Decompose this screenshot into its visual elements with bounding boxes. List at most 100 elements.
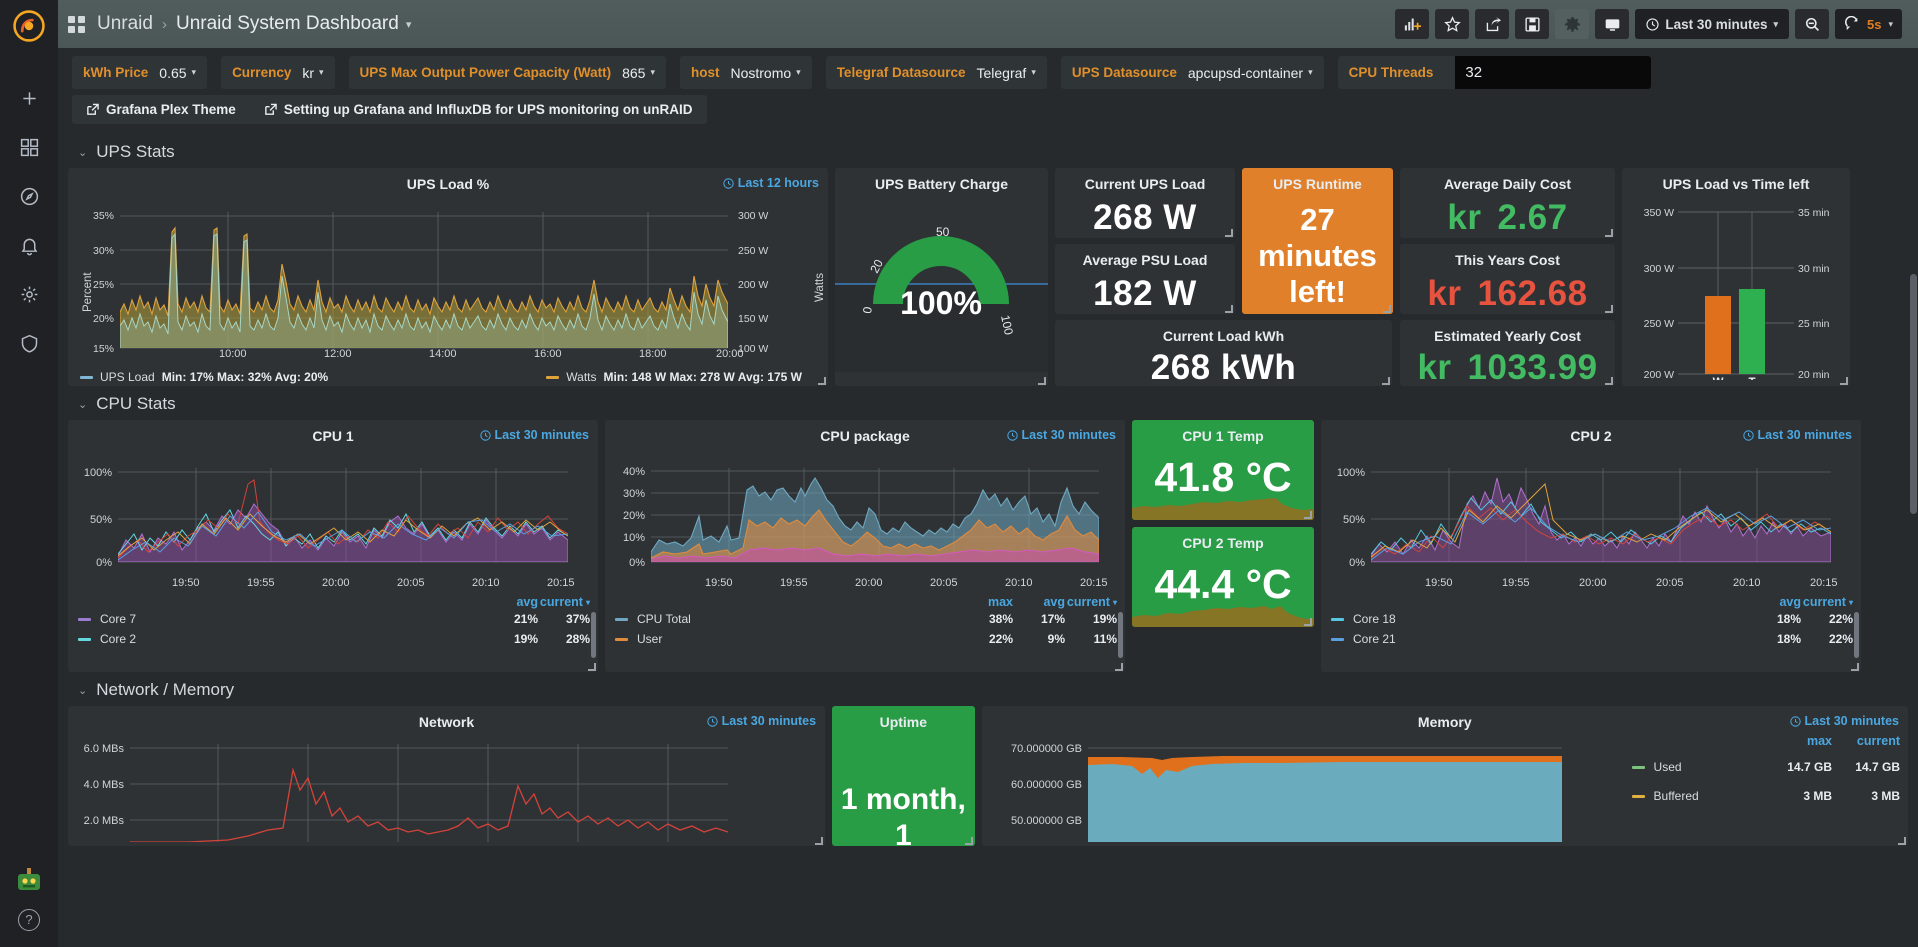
legend-item-watts[interactable]: Watts Min: 148 W Max: 278 W Avg: 175 W: [546, 370, 802, 384]
graph-area[interactable]: 35% 30% 25% 20% 15% 300 W 250 W 200 W 15…: [68, 192, 828, 366]
legend-header[interactable]: max avg current ▾: [615, 595, 1117, 609]
legend-col-current[interactable]: current: [1856, 734, 1900, 748]
panel-time-override[interactable]: Last 12 hours: [723, 176, 819, 190]
panel-resize-handle[interactable]: [818, 377, 826, 385]
panel-ups-runtime[interactable]: UPS Runtime 27 minutes left!: [1242, 168, 1393, 314]
variable-kwh-price[interactable]: kWh Price 0.65 ▾: [72, 56, 208, 89]
legend-row[interactable]: Core 7 21% 37%: [78, 609, 590, 629]
legend-row[interactable]: User 22% 9% 11%: [615, 629, 1117, 649]
panel-average-daily-cost[interactable]: Average Daily Cost kr 2.67: [1400, 168, 1615, 238]
panel-resize-handle[interactable]: [1225, 229, 1233, 237]
panel-time-override[interactable]: Last 30 minutes: [1789, 714, 1899, 728]
panel-time-override[interactable]: Last 30 minutes: [479, 428, 589, 442]
legend-col-current[interactable]: current ▾: [1066, 595, 1117, 609]
legend-row[interactable]: Used 14.7 GB 14.7 GB: [1631, 748, 1900, 777]
panel-average-psu-load[interactable]: Average PSU Load 182 W: [1055, 244, 1235, 314]
legend-header[interactable]: avg current ▾: [78, 595, 590, 609]
legend-col-current[interactable]: current ▾: [1802, 595, 1853, 609]
panel-cpu-package[interactable]: CPU package Last 30 minutes 40% 30% 20% …: [605, 420, 1125, 672]
dashboards-grid-icon[interactable]: [68, 15, 85, 33]
panel-current-load-kwh[interactable]: Current Load kWh 268 kWh: [1055, 320, 1392, 386]
time-range-picker[interactable]: Last 30 minutes ▾: [1635, 9, 1789, 39]
sidebar-item-dashboards[interactable]: [0, 123, 58, 172]
panel-ups-load-vs-time-left[interactable]: UPS Load vs Time left 350 W 300 W 250 W …: [1622, 168, 1850, 386]
row-header-cpu-stats[interactable]: ⌄ CPU Stats: [68, 386, 1908, 420]
panel-network[interactable]: Network Last 30 minutes 6.0 MBs 4.0 MBs …: [68, 706, 826, 846]
panel-ups-battery-charge[interactable]: UPS Battery Charge 50 20 0 100: [835, 168, 1048, 386]
panel-resize-handle[interactable]: [1851, 663, 1859, 671]
sidebar-item-server-admin[interactable]: [0, 319, 58, 368]
legend-col-max[interactable]: max: [987, 595, 1013, 609]
panel-cpu-2-temp[interactable]: CPU 2 Temp 44.4 °C: [1132, 527, 1314, 627]
save-dashboard-button[interactable]: [1515, 9, 1550, 39]
dashboard-settings-button[interactable]: [1555, 9, 1590, 39]
legend-row[interactable]: Core 21 18% 22%: [1331, 629, 1853, 649]
panel-cpu-1-temp[interactable]: CPU 1 Temp 41.8 °C: [1132, 420, 1314, 520]
legend-row[interactable]: CPU Total 38% 17% 19%: [615, 609, 1117, 629]
dashboard-link-ups-monitoring-guide[interactable]: Setting up Grafana and InfluxDB for UPS …: [250, 95, 707, 124]
panel-this-years-cost[interactable]: This Years Cost kr 162.68: [1400, 244, 1615, 314]
add-panel-button[interactable]: [1395, 9, 1430, 39]
sidebar-item-configuration[interactable]: [0, 270, 58, 319]
breadcrumb-folder[interactable]: Unraid: [97, 13, 153, 34]
panel-cpu-1[interactable]: CPU 1 Last 30 minutes 100% 50% 0%: [68, 420, 598, 672]
legend-item-ups-load[interactable]: UPS Load Min: 17% Max: 32% Avg: 20%: [80, 370, 328, 384]
panel-time-override[interactable]: Last 30 minutes: [706, 714, 816, 728]
variable-host[interactable]: host Nostromo ▾: [679, 56, 812, 89]
variable-currency[interactable]: Currency kr ▾: [221, 56, 335, 89]
variable-ups-datasource[interactable]: UPS Datasource apcupsd-container ▾: [1060, 56, 1324, 89]
panel-resize-handle[interactable]: [1383, 305, 1391, 313]
legend[interactable]: avg current ▾ Core 18 18% 22%: [1321, 593, 1861, 649]
panel-current-ups-load[interactable]: Current UPS Load 268 W: [1055, 168, 1235, 238]
panel-resize-handle[interactable]: [1605, 305, 1613, 313]
panel-resize-handle[interactable]: [1038, 377, 1046, 385]
panel-uptime[interactable]: Uptime 1 month, 1: [832, 706, 975, 846]
panel-resize-handle[interactable]: [815, 837, 824, 845]
legend[interactable]: max current Used 14.7 GB 14.7 GB: [1622, 730, 1908, 842]
panel-resize-handle[interactable]: [964, 837, 973, 845]
panel-time-override[interactable]: Last 30 minutes: [1006, 428, 1116, 442]
legend-row[interactable]: Buffered 3 MB 3 MB: [1631, 777, 1900, 806]
page-scrollbar[interactable]: [1910, 134, 1917, 947]
panel-memory[interactable]: Memory Last 30 minutes 70.000000 GB 60.0…: [981, 706, 1908, 846]
variable-telegraf-datasource[interactable]: Telegraf Datasource Telegraf ▾: [825, 56, 1047, 89]
panel-resize-handle[interactable]: [588, 663, 596, 671]
panel-resize-handle[interactable]: [1605, 229, 1613, 237]
panel-cpu-2[interactable]: CPU 2 Last 30 minutes 100% 50% 0%: [1321, 420, 1861, 672]
sidebar-item-alerting[interactable]: [0, 221, 58, 270]
panel-estimated-yearly-cost[interactable]: Estimated Yearly Cost kr 1033.99: [1400, 320, 1615, 386]
legend[interactable]: avg current ▾ Core 7 21% 37%: [68, 593, 598, 649]
legend-scrollbar[interactable]: [591, 612, 596, 658]
panel-resize-handle[interactable]: [1898, 837, 1906, 845]
sidebar-item-explore[interactable]: [0, 172, 58, 221]
panel-resize-handle[interactable]: [1304, 618, 1312, 626]
share-dashboard-button[interactable]: [1475, 9, 1510, 39]
dashboard-link-grafana-plex-theme[interactable]: Grafana Plex Theme: [72, 95, 250, 124]
refresh-picker[interactable]: 5s ▾: [1835, 9, 1902, 39]
help-icon[interactable]: ?: [18, 909, 40, 931]
variable-ups-max-output-power[interactable]: UPS Max Output Power Capacity (Watt) 865…: [348, 56, 666, 89]
legend[interactable]: max avg current ▾ CPU Total 38% 17% 19%: [605, 593, 1125, 649]
panel-resize-handle[interactable]: [1225, 305, 1233, 313]
legend-col-max[interactable]: max: [1806, 734, 1832, 748]
legend-header[interactable]: max current: [1632, 734, 1900, 748]
legend[interactable]: UPS Load Min: 17% Max: 32% Avg: 20% Watt…: [68, 366, 828, 384]
legend-col-current[interactable]: current ▾: [539, 595, 590, 609]
star-dashboard-button[interactable]: [1435, 9, 1470, 39]
avatar[interactable]: [14, 865, 44, 895]
panel-ups-load-percent[interactable]: UPS Load % Last 12 hours 35% 30% 25% 20%: [68, 168, 828, 386]
variable-cpu-threads[interactable]: CPU Threads: [1337, 56, 1652, 89]
legend-row[interactable]: Core 2 19% 28%: [78, 629, 590, 649]
chevron-down-icon[interactable]: ▾: [405, 18, 412, 31]
panel-resize-handle[interactable]: [1304, 511, 1312, 519]
legend-col-avg[interactable]: avg: [516, 595, 538, 609]
legend-scrollbar[interactable]: [1118, 612, 1123, 658]
panel-resize-handle[interactable]: [1382, 377, 1390, 385]
legend-col-avg[interactable]: avg: [1779, 595, 1801, 609]
legend-row[interactable]: Core 18 18% 22%: [1331, 609, 1853, 629]
legend-header[interactable]: avg current ▾: [1331, 595, 1853, 609]
legend-col-avg[interactable]: avg: [1043, 595, 1065, 609]
legend-scrollbar[interactable]: [1854, 612, 1859, 658]
panel-resize-handle[interactable]: [1115, 663, 1123, 671]
row-header-ups-stats[interactable]: ⌄ UPS Stats: [68, 134, 1908, 168]
